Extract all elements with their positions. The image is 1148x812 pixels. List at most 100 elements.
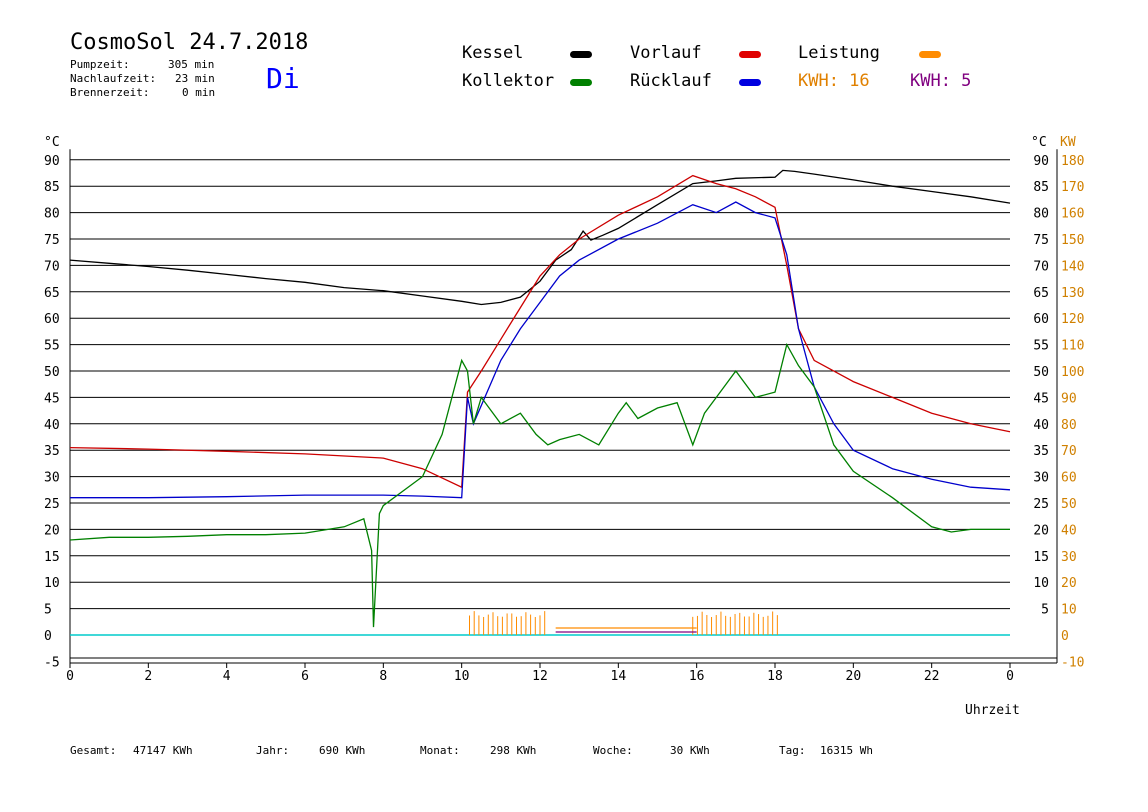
y2-tick-label: 110 [1061, 339, 1084, 354]
footer-tag-value: 16315 Wh [820, 744, 873, 757]
y-right-tick-label: 90 [1033, 154, 1049, 169]
power-bars [70, 611, 1010, 636]
y-tick-label: 65 [44, 286, 60, 301]
y2-tick-label: 100 [1061, 365, 1084, 380]
x-tick-label: 6 [301, 669, 309, 684]
y-tick-label: 35 [44, 444, 60, 459]
legend-vorlauf-label: Vorlauf [630, 43, 702, 63]
y-right-tick-label: 40 [1033, 418, 1049, 433]
y-right-tick-label: 80 [1033, 207, 1049, 222]
legend-kessel-swatch [570, 51, 592, 58]
y2-tick-label: -10 [1061, 655, 1084, 670]
stat-brenner-label: Brennerzeit: [70, 86, 150, 99]
legend-leistung-swatch [919, 51, 941, 58]
y-tick-label: 20 [44, 523, 60, 538]
legend-kwh-purple: KWH: 5 [910, 71, 972, 91]
stat-pumpzeit-label: Pumpzeit: [70, 58, 130, 71]
y2-tick-label: 50 [1061, 497, 1077, 512]
legend-kollektor-swatch [570, 79, 592, 86]
y2-axis-unit-label: KW [1060, 135, 1076, 150]
x-tick-label: 8 [379, 669, 387, 684]
x-tick-label: 22 [924, 669, 940, 684]
series-line-rcklauf [70, 201, 1011, 499]
y-tick-label: 85 [44, 180, 60, 195]
y-right-tick-label: 20 [1033, 523, 1049, 538]
y-axis-ticks: -5 0 5 10 15 20 25 30 35 40 45 50 55 60 65 70 75 80 85 90 [44, 154, 60, 671]
y-right-tick-label: 65 [1033, 286, 1049, 301]
x-tick-label: 12 [532, 669, 548, 684]
x-axis-ticks: 0 2 4 6 8 10 12 14 16 18 20 22 0 [66, 663, 1014, 684]
y2-tick-label: 20 [1061, 576, 1077, 591]
y-tick-label: 25 [44, 497, 60, 512]
stat-nachlauf-value: 23 min [175, 72, 215, 85]
x-tick-label: 0 [66, 669, 74, 684]
stat-nachlauf-label: Nachlaufzeit: [70, 72, 157, 85]
x-tick-label: 20 [846, 669, 862, 684]
y-right-tick-label: 50 [1033, 365, 1049, 380]
weekday-label: Di [266, 62, 300, 95]
legend-ruecklauf-label: Rücklauf [630, 71, 712, 91]
y-axis-label-right: °C [1031, 135, 1047, 150]
x-tick-label: 16 [689, 669, 705, 684]
y-right-tick-label: 70 [1033, 259, 1049, 274]
x-axis-label: Uhrzeit [965, 703, 1020, 718]
y-right-tick-label: 60 [1033, 312, 1049, 327]
footer-gesamt-value: 47147 KWh [133, 744, 193, 757]
series-line-vorlauf [69, 174, 1011, 489]
y-axis-label-left: °C [44, 135, 60, 150]
footer-monat-value: 298 KWh [490, 744, 537, 757]
footer-woche-label: Woche: [593, 744, 633, 757]
legend-kollektor-label: Kollektor [462, 71, 555, 91]
y2-tick-label: 140 [1061, 259, 1084, 274]
legend-leistung-label: Leistung [798, 43, 880, 63]
y-tick-label: 40 [44, 418, 60, 433]
footer-monat-label: Monat: [420, 744, 460, 757]
legend-kessel-label: Kessel [462, 43, 524, 63]
y2-tick-label: 80 [1061, 418, 1077, 433]
y-tick-label: 80 [44, 207, 60, 222]
y-right-tick-label: 75 [1033, 233, 1049, 248]
y-right-tick-label: 85 [1033, 180, 1049, 195]
y-tick-label: -5 [44, 655, 60, 670]
y-tick-label: 75 [44, 233, 60, 248]
y-right-tick-label: 15 [1033, 550, 1049, 565]
y2-tick-label: 180 [1061, 154, 1084, 169]
chart-title: CosmoSol 24.7.2018 [70, 30, 309, 55]
stat-brenner-value: 0 min [182, 86, 216, 99]
y2-tick-label: 130 [1061, 286, 1084, 301]
y-tick-label: 90 [44, 154, 60, 169]
y-right-tick-label: 30 [1033, 471, 1049, 486]
y2-tick-label: 170 [1061, 180, 1084, 195]
legend-ruecklauf-swatch [739, 79, 761, 86]
y2-tick-label: 30 [1061, 550, 1077, 565]
stat-pumpzeit-value: 305 min [168, 58, 215, 71]
y-tick-label: 60 [44, 312, 60, 327]
y-right-tick-label: 5 [1041, 603, 1049, 618]
footer-jahr-value: 690 KWh [319, 744, 366, 757]
y-tick-label: 10 [44, 576, 60, 591]
y-tick-label: 30 [44, 471, 60, 486]
footer-woche-value: 30 KWh [670, 744, 710, 757]
x-tick-label: 2 [144, 669, 152, 684]
footer-tag-label: Tag: [779, 744, 806, 757]
y-tick-label: 15 [44, 550, 60, 565]
y2-tick-label: 90 [1061, 391, 1077, 406]
x-tick-label: 18 [767, 669, 783, 684]
legend-kwh-orange: KWH: 16 [798, 71, 870, 91]
x-tick-label: 0 [1006, 669, 1014, 684]
x-tick-label: 10 [454, 669, 470, 684]
y-right-tick-label: 10 [1033, 576, 1049, 591]
x-tick-label: 14 [611, 669, 627, 684]
y-right-tick-label: 55 [1033, 339, 1049, 354]
series-lines [69, 169, 1011, 628]
y2-tick-label: 10 [1061, 603, 1077, 618]
series-line-kollektor [69, 342, 1010, 628]
y2-tick-label: 160 [1061, 207, 1084, 222]
y-right-tick-label: 45 [1033, 391, 1049, 406]
y2-axis-ticks: 5 10 15 20 25 30 35 40 45 50 55 60 65 70 75 80 85 90 -10 0 1… [1033, 154, 1084, 671]
y-right-tick-label: 35 [1033, 444, 1049, 459]
y2-tick-label: 0 [1061, 629, 1069, 644]
chart-grid [69, 149, 1058, 664]
y-right-tick-label: 25 [1033, 497, 1049, 512]
